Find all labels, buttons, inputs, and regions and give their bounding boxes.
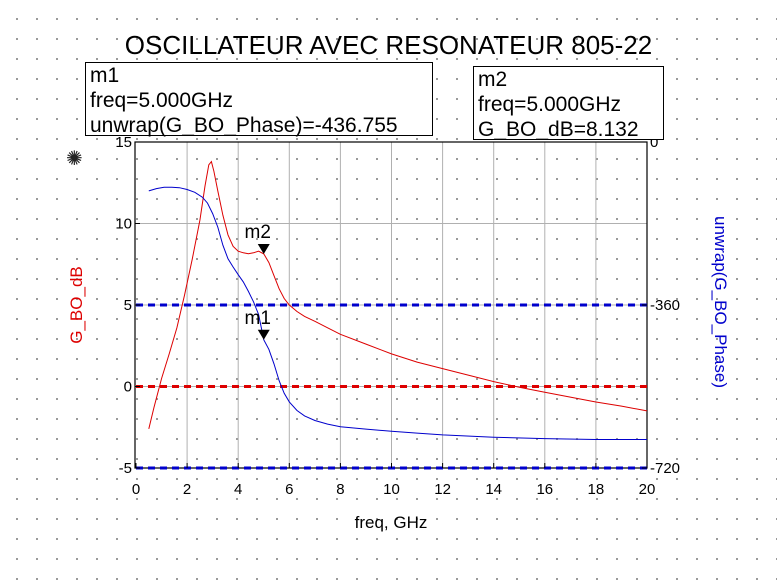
x-tick-label: 2 <box>183 481 191 498</box>
x-tick-label: 8 <box>336 481 344 498</box>
marker-m1-triangle <box>257 329 270 340</box>
data-markers: m1 m2 <box>245 222 271 340</box>
series-lines <box>148 160 648 440</box>
y2-tick-label: -360 <box>650 297 680 314</box>
y2-tick-label: -720 <box>650 460 680 477</box>
marker-m2-label: m2 <box>478 68 508 91</box>
x-tick-label: 14 <box>485 481 502 498</box>
y-tick-label: 0 <box>124 379 132 396</box>
x-axis-label: freq, GHz <box>355 513 428 532</box>
x-tick-label: 16 <box>536 481 553 498</box>
y2-axis-label: unwrap(G_BO_Phase) <box>711 216 730 388</box>
x-tick-label: 12 <box>434 481 451 498</box>
marker-m2-value: G_BO_dB=8.132 <box>478 118 639 141</box>
x-tick-label: 18 <box>588 481 605 498</box>
y-tick-label: 15 <box>115 134 132 151</box>
crosshair-star-icon[interactable]: ✺ <box>66 146 83 170</box>
marker-m1-plot-label: m1 <box>245 308 271 329</box>
y-tick-label: 10 <box>115 216 132 233</box>
marker-m1-freq: freq=5.000GHz <box>90 89 234 112</box>
chart-title: OSCILLATEUR AVEC RESONATEUR 805-22 <box>124 30 653 60</box>
marker-m1-readout: m1 freq=5.000GHz unwrap(G_BO_Phase)=-436… <box>85 62 433 137</box>
marker-m2-readout: m2 freq=5.000GHz G_BO_dB=8.132 <box>473 66 664 141</box>
y-axis-label: G_BO_dB <box>67 266 86 344</box>
marker-m2-freq: freq=5.000GHz <box>478 93 622 116</box>
x-tick-label: 6 <box>285 481 293 498</box>
y2-tick-label: 0 <box>650 134 658 151</box>
marker-m1-value: unwrap(G_BO_Phase)=-436.755 <box>90 114 398 137</box>
marker-m1-label: m1 <box>90 64 120 87</box>
y-tick-label: -5 <box>119 460 132 477</box>
phase-series-line <box>148 186 647 440</box>
x-tick-label: 20 <box>639 481 656 498</box>
x-tick-label: 0 <box>132 481 140 498</box>
gain-series-line <box>148 160 648 430</box>
x-tick-label: 4 <box>234 481 242 498</box>
y-tick-label: 5 <box>124 297 132 314</box>
marker-m2-plot-label: m2 <box>245 222 271 243</box>
marker-m2-triangle <box>257 243 270 254</box>
x-tick-label: 10 <box>383 481 400 498</box>
